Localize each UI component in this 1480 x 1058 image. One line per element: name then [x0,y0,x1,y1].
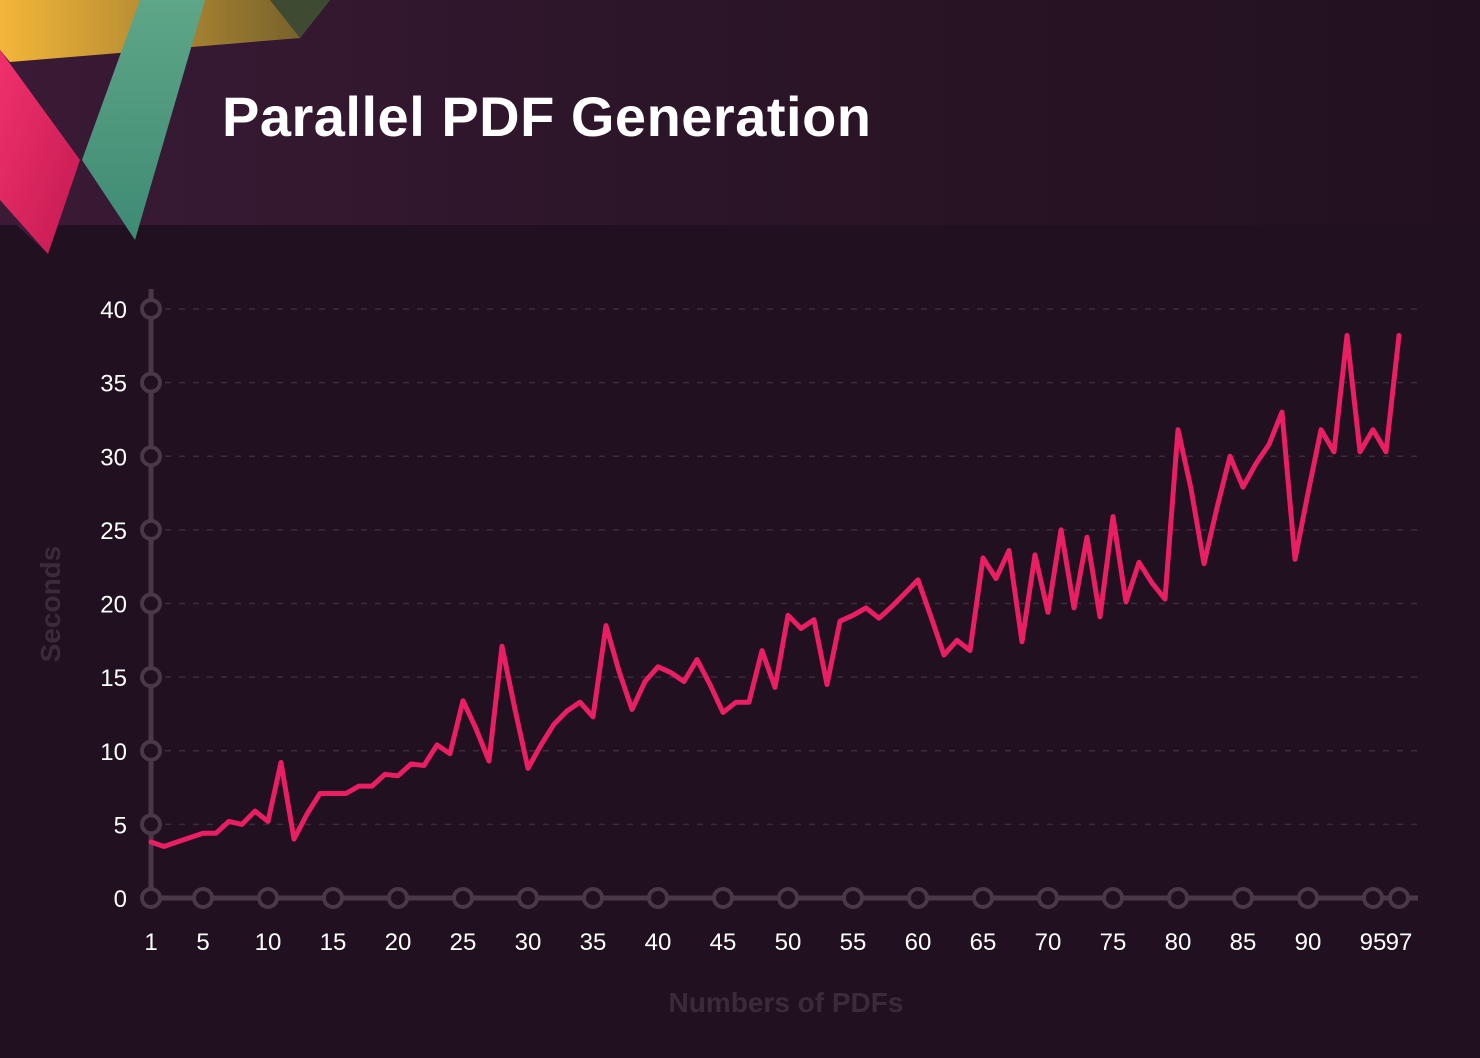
x-tick-marker [1102,887,1124,909]
x-tick-labels: 1 5 10 15 20 25 30 35 40 45 50 55 60 65 70 75 80 85 90 95 97 [144,929,1412,956]
x-tick-label: 20 [385,929,412,956]
y-tick-marker [140,445,162,468]
y-tick-label: 10 [100,739,127,766]
y-tick-label: 0 [114,886,127,913]
x-tick-label: 75 [1100,929,1127,956]
x-tick-marker [452,887,474,909]
x-tick-label: 25 [450,929,477,956]
x-tick-label: 1 [144,929,157,956]
y-tick-label: 15 [100,665,127,692]
gridlines [151,308,1418,826]
y-tick-marker [140,813,162,836]
x-tick-marker [322,887,344,909]
x-tick-label: 5 [196,929,209,956]
x-tick-label: 10 [255,929,282,956]
y-tick-label: 25 [100,518,127,545]
x-tick-marker [972,887,994,909]
x-tick-marker [842,887,864,909]
x-tick-label: 40 [645,929,672,956]
page-title: Parallel PDF Generation [222,85,872,148]
x-tick-label: 90 [1295,929,1322,956]
y-tick-label: 40 [100,297,127,324]
y-tick-marker [140,518,162,541]
x-tick-label: 55 [840,929,867,956]
teal-ribbon [82,0,205,240]
x-axis-title: Numbers of PDFs [669,987,904,1018]
axis-tick-markers [140,298,1410,909]
x-tick-label: 15 [320,929,347,956]
y-tick-marker [140,887,162,909]
y-tick-labels: 0 5 10 15 20 25 30 35 40 [100,297,127,913]
x-tick-marker [712,887,734,909]
x-tick-label: 97 [1386,929,1413,956]
y-tick-marker [140,666,162,689]
x-tick-label: 95 [1360,929,1387,956]
y-tick-marker [140,371,162,394]
y-tick-label: 20 [100,592,127,619]
x-tick-label: 60 [905,929,932,956]
x-tick-marker [582,887,604,909]
axes [148,289,1418,901]
x-tick-marker [647,887,669,909]
y-tick-label: 35 [100,371,127,398]
y-tick-label: 30 [100,444,127,471]
x-tick-label: 30 [515,929,542,956]
olive-ribbon [270,0,330,38]
y-tick-marker [140,592,162,615]
logo-ribbon-graphic [0,0,330,254]
x-tick-label: 70 [1035,929,1062,956]
x-tick-marker [777,887,799,909]
y-tick-label: 5 [114,812,127,839]
x-tick-marker [1388,887,1410,909]
x-tick-marker [907,887,929,909]
x-tick-marker [517,887,539,909]
x-tick-label: 85 [1230,929,1257,956]
x-tick-marker [387,887,409,909]
pink-ribbon [0,50,80,254]
x-tick-marker [1362,887,1384,909]
y-tick-marker [140,298,162,320]
x-tick-marker [1232,887,1254,909]
x-tick-marker [257,887,279,909]
x-tick-label: 45 [710,929,737,956]
x-tick-label: 65 [970,929,997,956]
y-tick-marker [140,739,162,762]
y-axis-title: Seconds [35,546,66,663]
x-tick-label: 80 [1165,929,1192,956]
x-tick-marker [1037,887,1059,909]
series-group [148,333,1402,849]
x-tick-marker [1167,887,1189,909]
x-tick-label: 50 [775,929,802,956]
x-tick-label: 35 [580,929,607,956]
x-tick-marker [1297,887,1319,909]
series-line [148,333,1402,849]
x-tick-marker [192,887,214,909]
